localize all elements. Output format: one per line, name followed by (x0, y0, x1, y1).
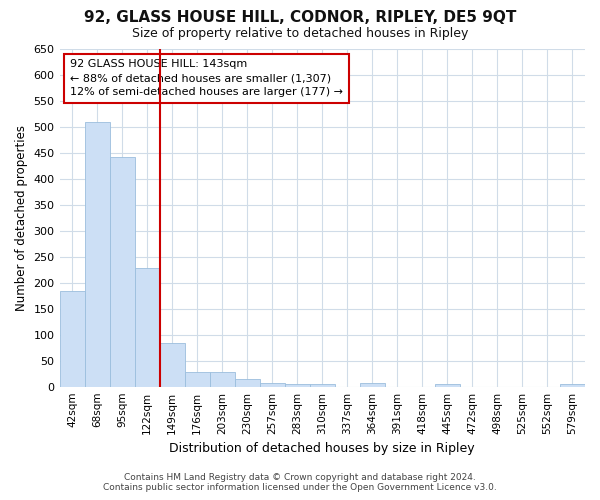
Bar (360, 382, 385, 386)
Y-axis label: Number of detached properties: Number of detached properties (15, 125, 28, 311)
Bar (185, 372, 209, 386)
Text: Size of property relative to detached houses in Ripley: Size of property relative to detached ho… (132, 28, 468, 40)
Bar (435, 384, 460, 386)
Bar (110, 156, 134, 386)
Bar (209, 372, 235, 386)
Bar (85, 122, 110, 386)
Bar (134, 268, 160, 386)
Bar (235, 380, 260, 386)
Text: Contains HM Land Registry data © Crown copyright and database right 2024.
Contai: Contains HM Land Registry data © Crown c… (103, 473, 497, 492)
Bar (260, 382, 285, 386)
Bar (560, 384, 585, 386)
Bar (59, 290, 85, 386)
Bar (160, 342, 185, 386)
Text: 92 GLASS HOUSE HILL: 143sqm
← 88% of detached houses are smaller (1,307)
12% of : 92 GLASS HOUSE HILL: 143sqm ← 88% of det… (70, 59, 343, 97)
Text: 92, GLASS HOUSE HILL, CODNOR, RIPLEY, DE5 9QT: 92, GLASS HOUSE HILL, CODNOR, RIPLEY, DE… (84, 10, 516, 25)
Bar (310, 384, 335, 386)
Bar (285, 384, 310, 386)
X-axis label: Distribution of detached houses by size in Ripley: Distribution of detached houses by size … (169, 442, 475, 455)
